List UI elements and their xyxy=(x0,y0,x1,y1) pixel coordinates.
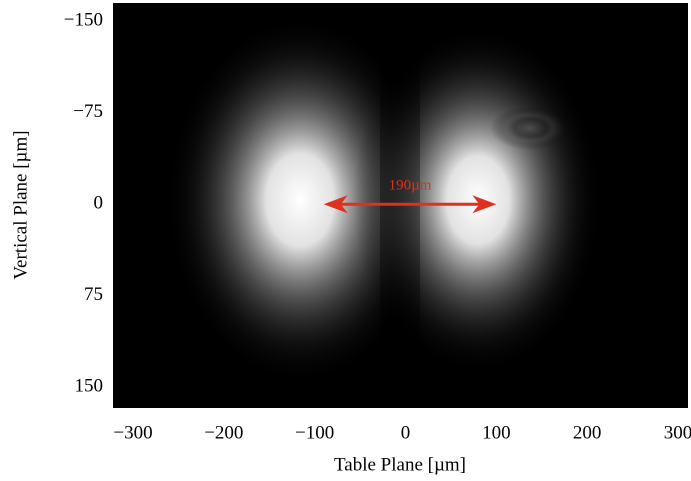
x-tick-label: −300 xyxy=(113,422,152,443)
arrow-head xyxy=(323,195,348,214)
x-tick-label: −200 xyxy=(204,422,243,443)
x-tick-label: 300 xyxy=(664,422,691,443)
x-axis-title: Table Plane [µm] xyxy=(334,454,466,475)
y-tick-label: 150 xyxy=(75,376,104,397)
y-axis-title: Vertical Plane [µm] xyxy=(10,130,31,279)
y-tick-label: −150 xyxy=(64,10,103,31)
x-tick-label: 200 xyxy=(573,422,602,443)
beam-image xyxy=(113,3,688,408)
y-tick-label: 75 xyxy=(84,284,103,305)
x-tick-label: 100 xyxy=(482,422,511,443)
x-tick-label: 0 xyxy=(401,422,411,443)
left-lobe xyxy=(165,15,435,385)
annotation-label: 190µm xyxy=(389,178,432,194)
arrow-head xyxy=(472,195,497,214)
x-tick-label: −100 xyxy=(295,422,334,443)
y-tick-label: 0 xyxy=(94,193,104,214)
ring-artifact xyxy=(490,106,570,150)
y-tick-label: −75 xyxy=(73,101,103,122)
